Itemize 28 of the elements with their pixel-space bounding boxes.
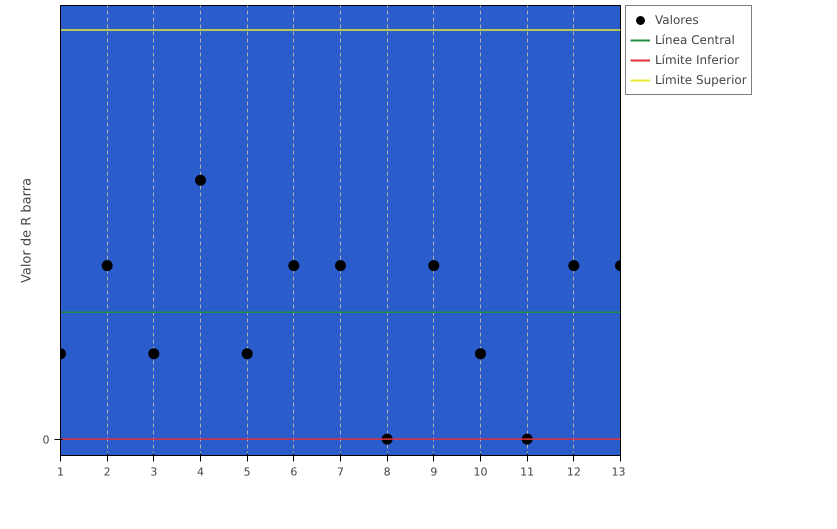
x-tick-label: 4 xyxy=(197,466,204,478)
point xyxy=(102,260,113,272)
legend-label: Valores xyxy=(655,13,699,27)
point xyxy=(195,174,206,186)
x-tick-label: 1 xyxy=(57,466,64,478)
legend-label: Línea Central xyxy=(655,33,735,47)
x-tick-label: 3 xyxy=(150,466,158,478)
point xyxy=(475,348,486,360)
point xyxy=(428,260,440,272)
legend-label: Límite Superior xyxy=(655,73,747,87)
x-tick-label: 13 xyxy=(612,466,626,478)
point xyxy=(288,260,300,272)
y-axis-title: Valor de R barra xyxy=(20,178,34,284)
point xyxy=(242,348,253,360)
x-tick-label: 5 xyxy=(244,466,251,478)
point xyxy=(148,348,160,360)
x-tick-label: 8 xyxy=(384,466,391,478)
x-tick-label: 2 xyxy=(104,466,111,478)
x-tick-label: 10 xyxy=(474,466,488,478)
x-tick-label: 11 xyxy=(520,466,534,478)
text: 0 xyxy=(42,434,50,447)
x-tick-label: 6 xyxy=(290,466,298,478)
point xyxy=(335,260,346,272)
x-tick-label: 9 xyxy=(430,466,438,478)
point xyxy=(568,260,580,272)
x-tick-label: 7 xyxy=(337,466,344,478)
x-tick-label: 12 xyxy=(566,466,581,478)
legend-label: Límite Inferior xyxy=(655,53,740,67)
